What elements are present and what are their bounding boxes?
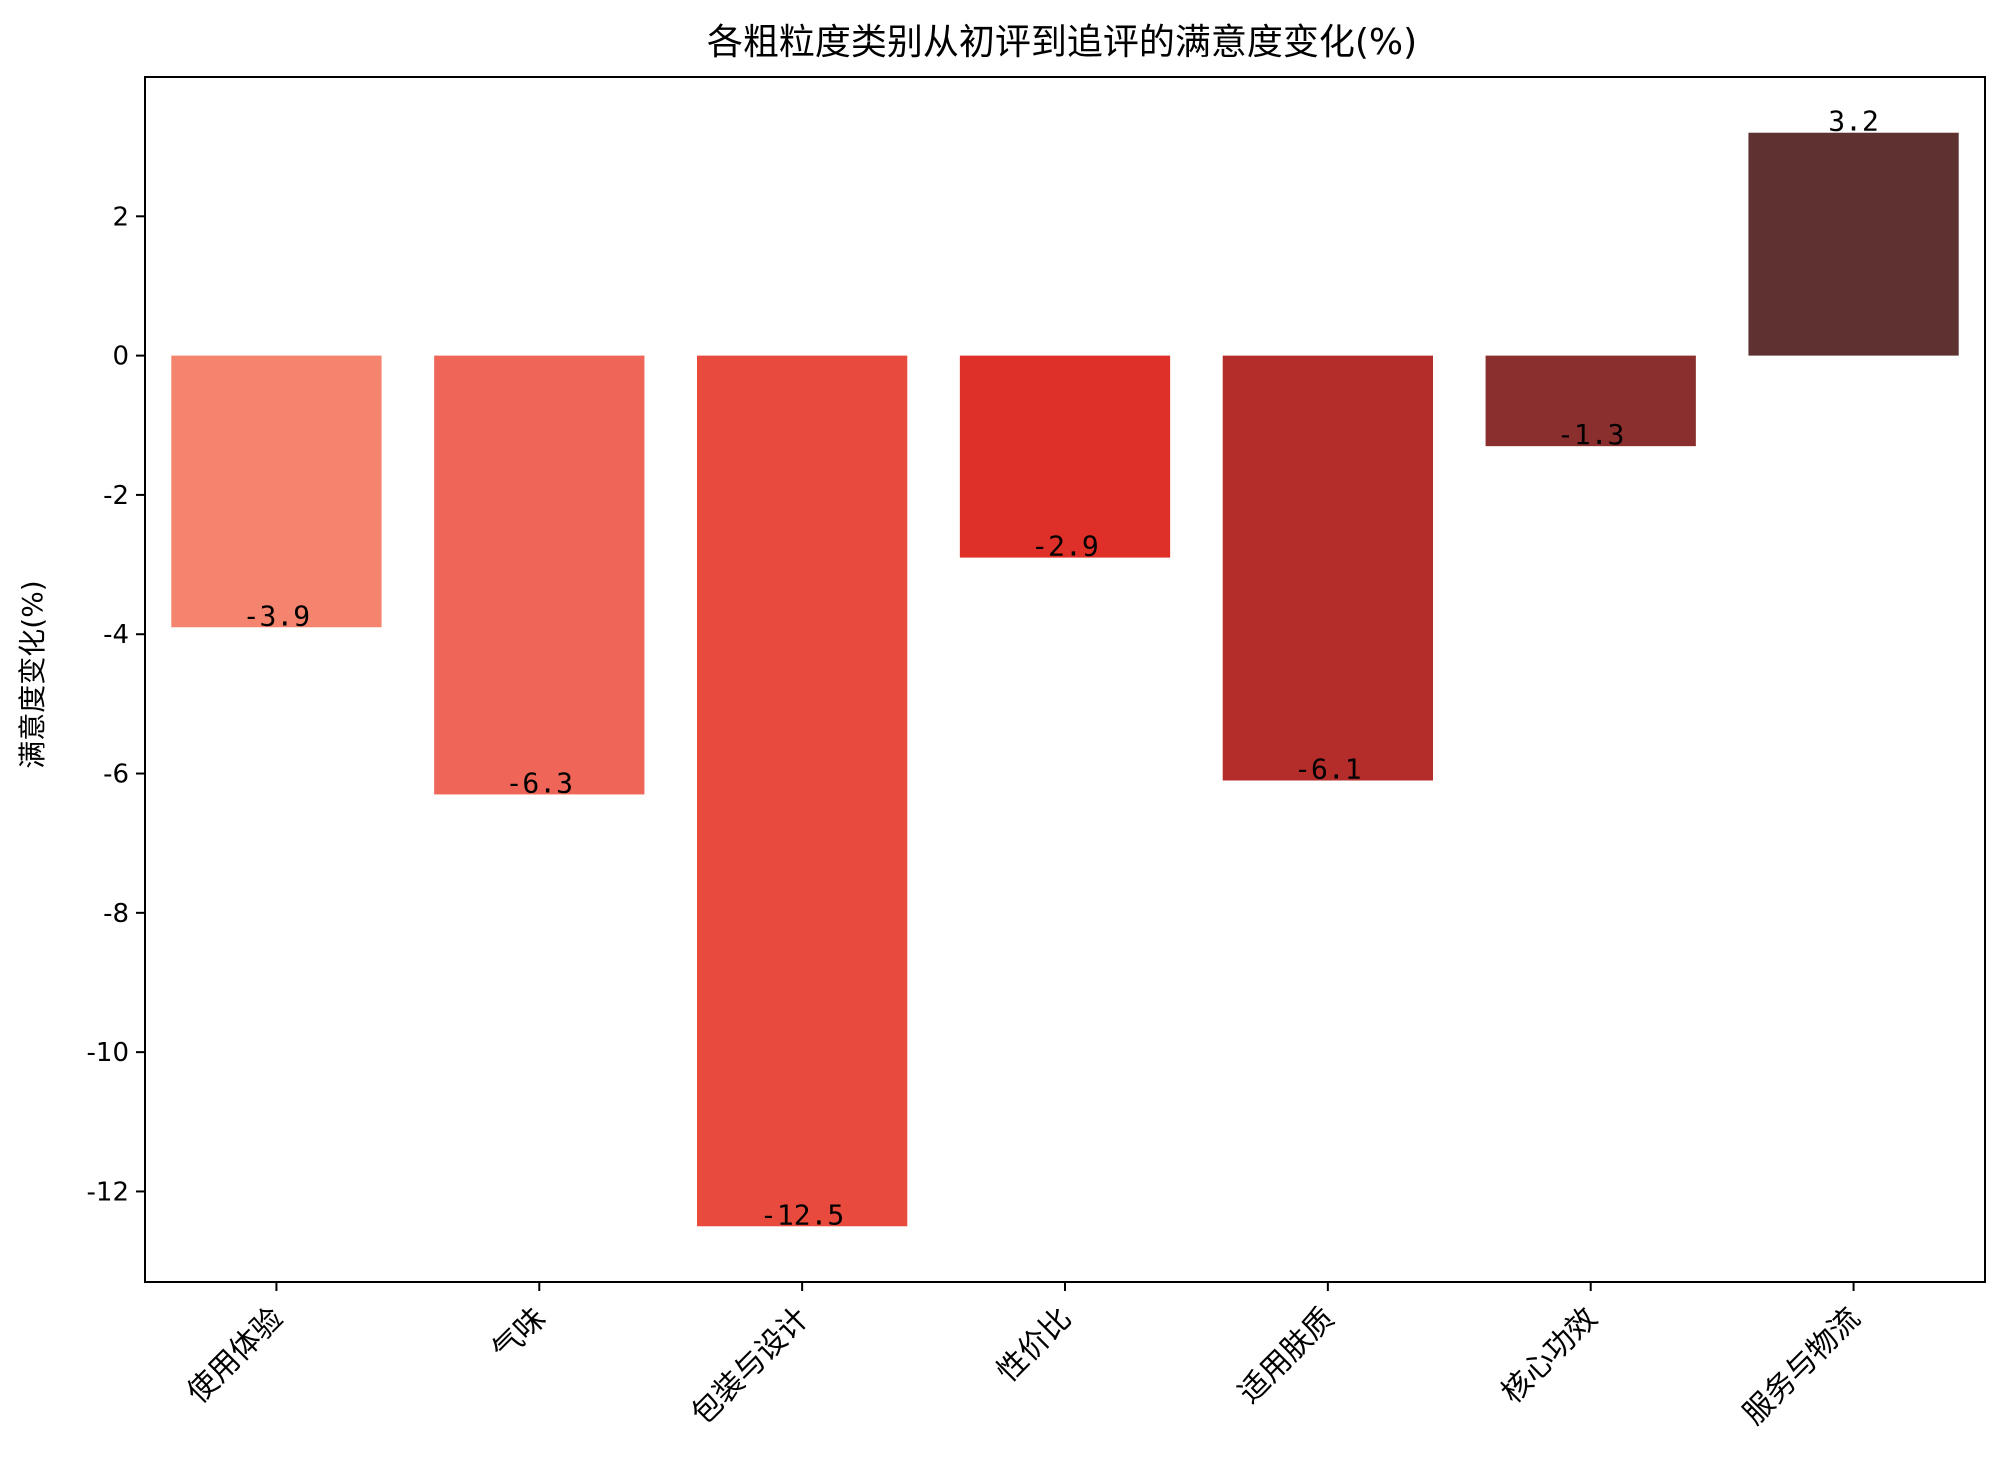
plot-frame	[144, 76, 1986, 1283]
chart-title: 各粗粒度类别从初评到追评的满意度变化(%)	[707, 22, 1417, 63]
y-tick-label: -6	[103, 760, 129, 790]
data-label: -3.9	[243, 599, 310, 632]
y-tick-label: -2	[103, 481, 129, 511]
bar	[959, 355, 1171, 558]
y-tick-label: 2	[112, 202, 129, 232]
bar	[1485, 355, 1696, 447]
data-label: 3.2	[1828, 105, 1879, 138]
x-tick-label: 使用体验	[180, 1301, 290, 1411]
y-axis-label: 满意度变化(%)	[16, 580, 49, 768]
data-label: -6.3	[506, 766, 573, 799]
x-tick-label: 包装与设计	[685, 1301, 816, 1432]
plot-area: 2 0 -2 -4 -6 -8 -10 -12 使用体验 气味 包装与设计 性价比 适用肤质 核心功效 服务…	[87, 76, 1986, 1432]
x-tick-label: 核心功效	[1495, 1301, 1605, 1411]
bar	[1222, 355, 1433, 781]
bar	[1748, 132, 1959, 356]
bar	[171, 355, 382, 628]
y-tick-label: -10	[87, 1038, 129, 1068]
x-tick-label: 气味	[486, 1301, 553, 1368]
y-tick-label: 0	[112, 342, 129, 372]
data-label: -6.1	[1294, 752, 1361, 785]
bar	[697, 355, 908, 1227]
data-label: -2.9	[1031, 530, 1098, 563]
y-tick-label: -4	[103, 620, 129, 650]
y-tick-label: -12	[87, 1177, 129, 1207]
bar	[434, 355, 645, 795]
y-tick-label: -8	[103, 899, 129, 929]
data-label: -12.5	[760, 1198, 844, 1231]
x-tick-label: 性价比	[990, 1301, 1078, 1389]
x-tick-label: 适用肤质	[1232, 1301, 1342, 1411]
data-label: -1.3	[1557, 418, 1624, 451]
x-tick-label: 服务与物流	[1736, 1301, 1867, 1432]
